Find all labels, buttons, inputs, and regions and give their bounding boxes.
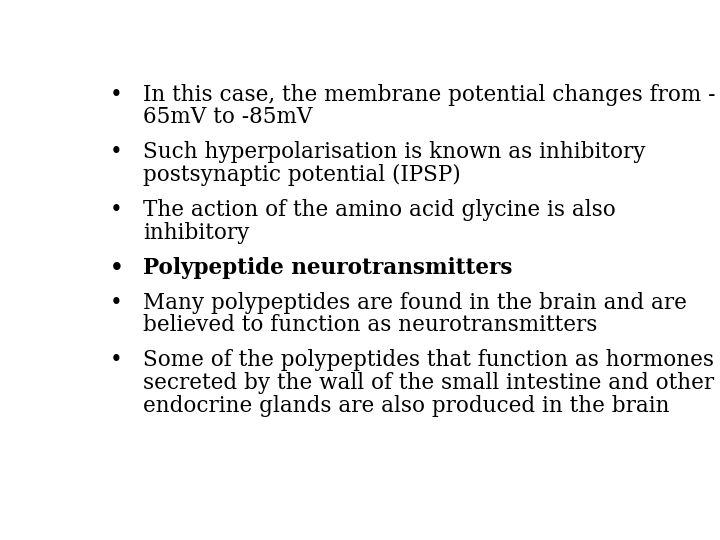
Text: •: •	[109, 199, 122, 221]
Text: Polypeptide neurotransmitters: Polypeptide neurotransmitters	[143, 256, 513, 279]
Text: •: •	[109, 292, 122, 314]
Text: Many polypeptides are found in the brain and are: Many polypeptides are found in the brain…	[143, 292, 687, 314]
Text: endocrine glands are also produced in the brain: endocrine glands are also produced in th…	[143, 395, 670, 417]
Text: In this case, the membrane potential changes from -: In this case, the membrane potential cha…	[143, 84, 716, 105]
Text: The action of the amino acid glycine is also: The action of the amino acid glycine is …	[143, 199, 616, 221]
Text: •: •	[109, 84, 122, 105]
Text: •: •	[109, 256, 123, 279]
Text: inhibitory: inhibitory	[143, 221, 249, 244]
Text: 65mV to -85mV: 65mV to -85mV	[143, 106, 312, 128]
Text: postsynaptic potential (IPSP): postsynaptic potential (IPSP)	[143, 164, 461, 186]
Text: secreted by the wall of the small intestine and other: secreted by the wall of the small intest…	[143, 372, 714, 394]
Text: Some of the polypeptides that function as hormones: Some of the polypeptides that function a…	[143, 349, 714, 372]
Text: believed to function as neurotransmitters: believed to function as neurotransmitter…	[143, 314, 598, 336]
Text: Such hyperpolarisation is known as inhibitory: Such hyperpolarisation is known as inhib…	[143, 141, 646, 163]
Text: •: •	[109, 349, 122, 372]
Text: •: •	[109, 141, 122, 163]
